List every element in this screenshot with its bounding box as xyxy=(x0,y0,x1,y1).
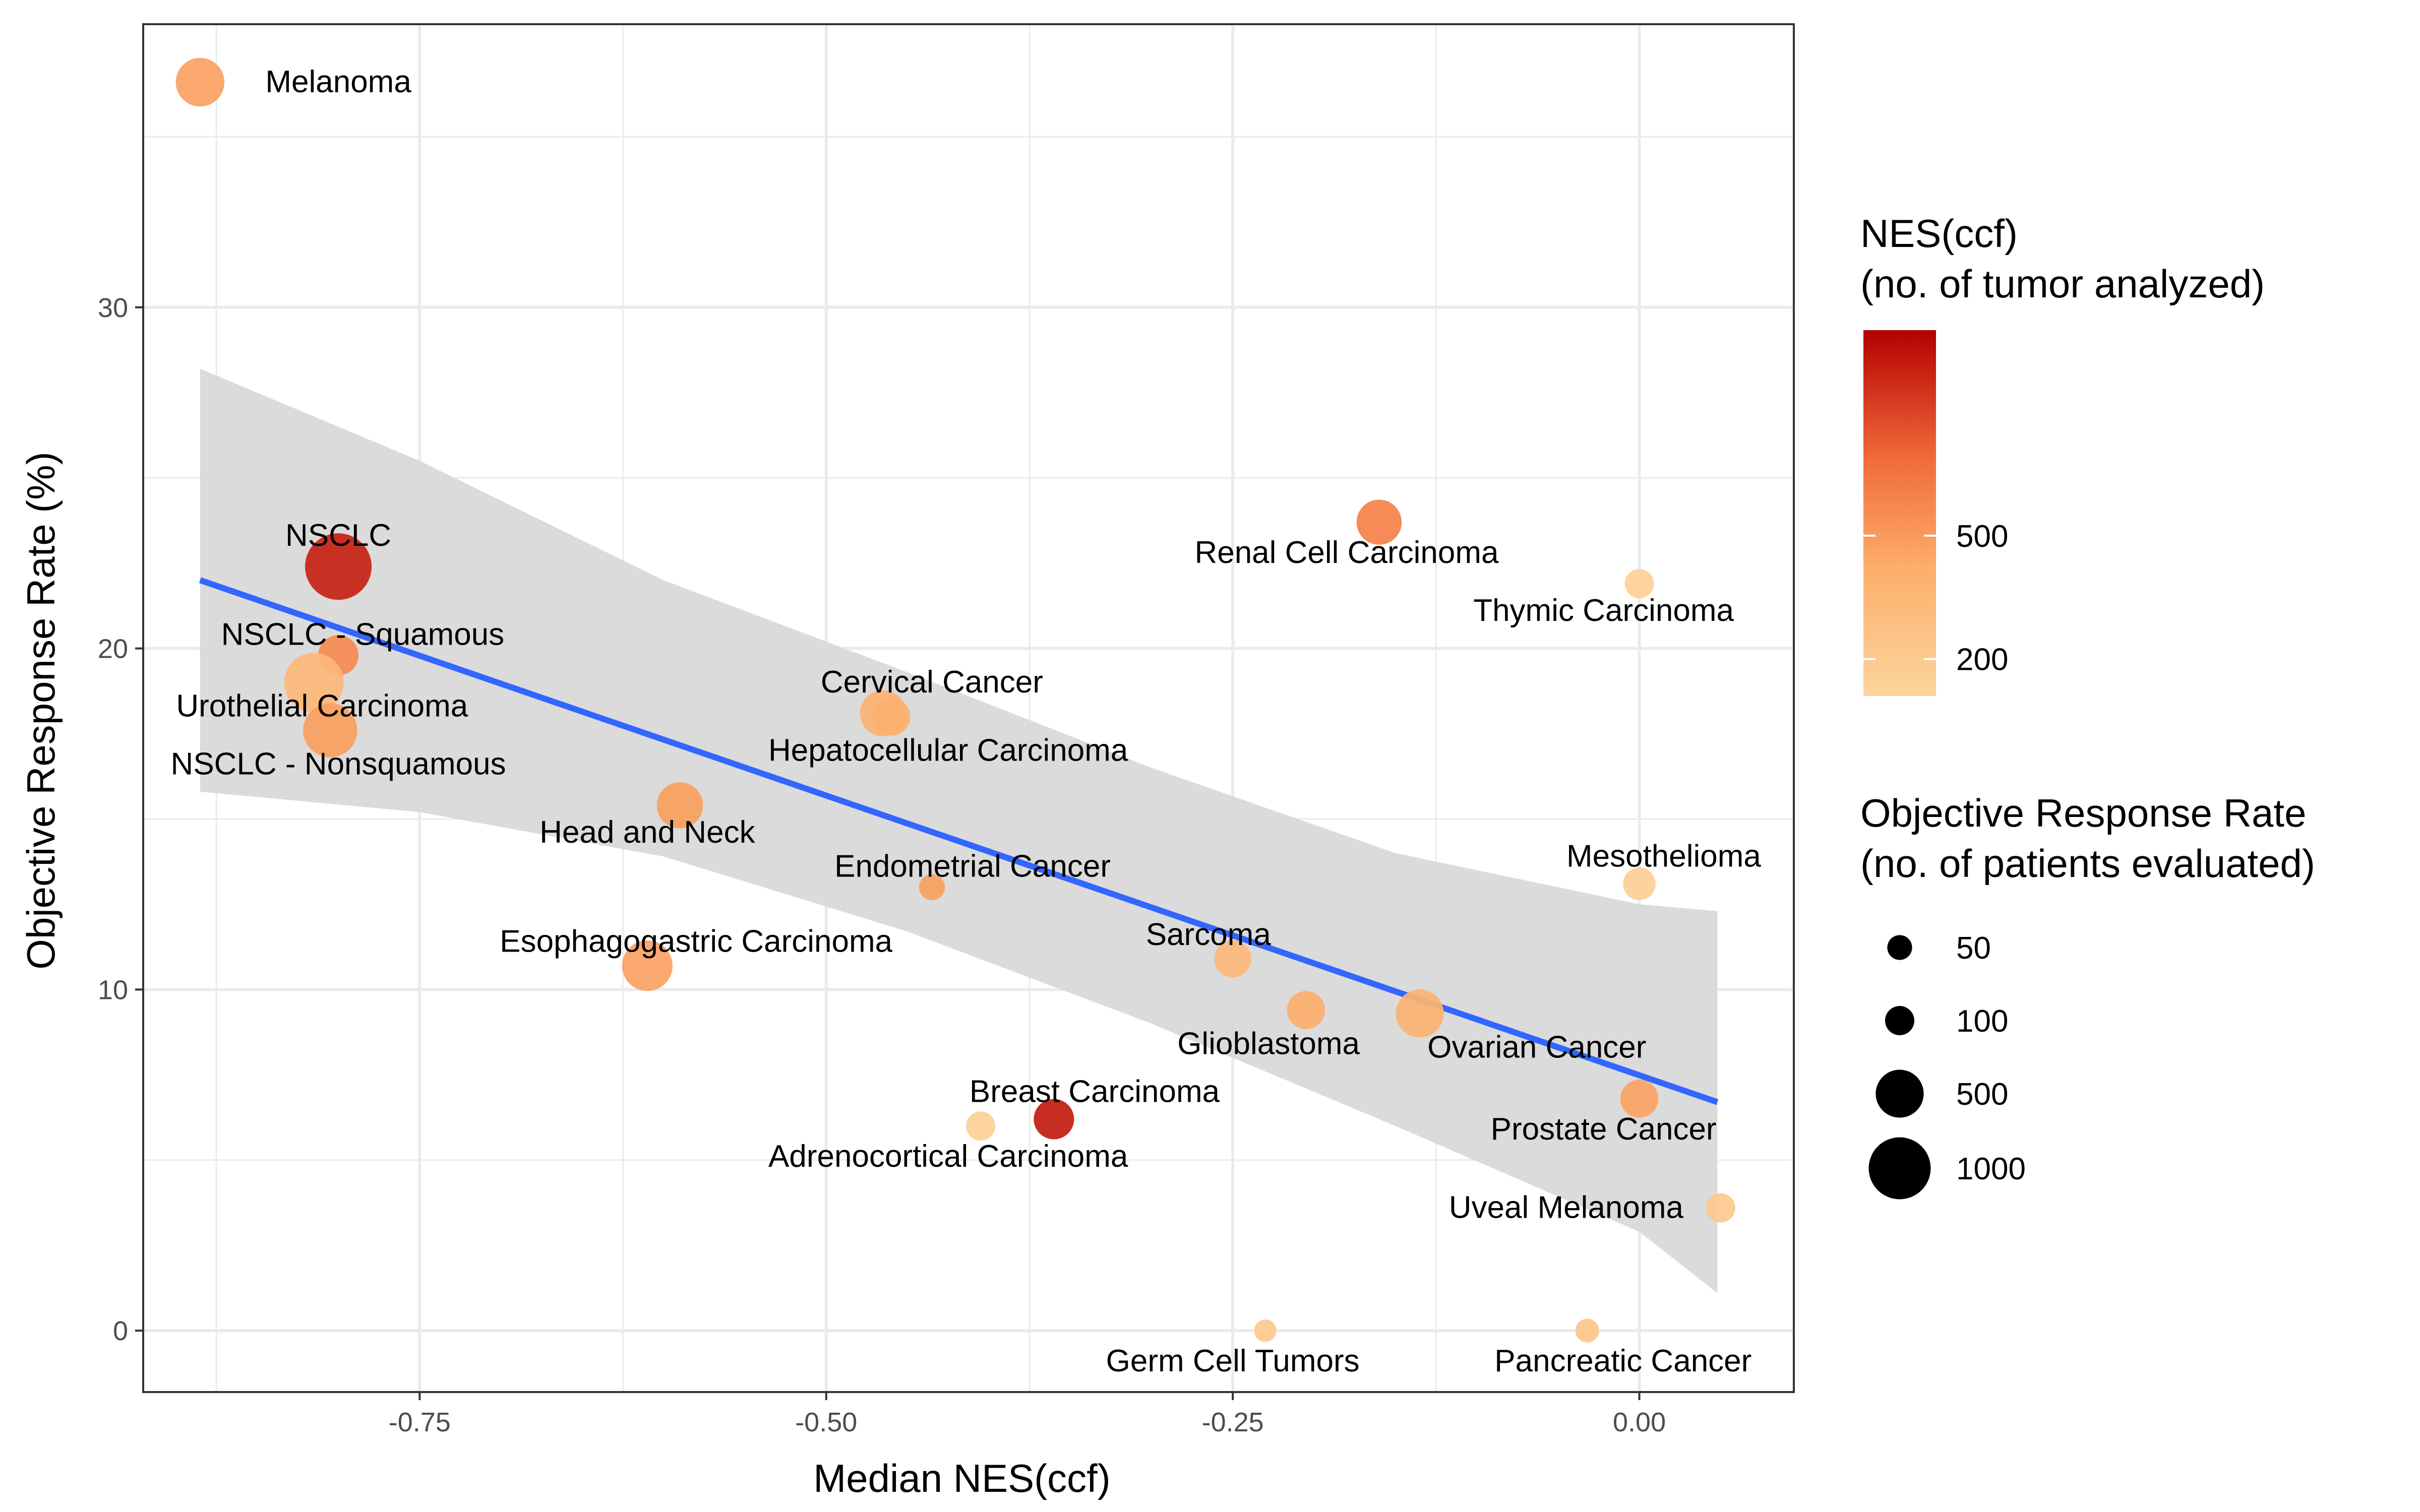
point-label-head-and-neck: Head and Neck xyxy=(539,815,755,850)
point-label-ovarian-cancer: Ovarian Cancer xyxy=(1427,1030,1646,1064)
color-legend-ticks: 500 200 xyxy=(1863,519,2008,677)
point-esophagogastric-carcinoma xyxy=(622,940,673,991)
point-label-sarcoma: Sarcoma xyxy=(1146,917,1272,952)
color-legend-tick-label: 200 xyxy=(1956,643,2008,677)
point-thymic-carcinoma xyxy=(1624,569,1654,598)
x-tick-label: -0.25 xyxy=(1202,1407,1264,1437)
point-label-breast-carcinoma: Breast Carcinoma xyxy=(970,1074,1220,1109)
point-ovarian-cancer xyxy=(1396,989,1444,1038)
point-label-urothelial-carcinoma: Urothelial Carcinoma xyxy=(176,689,468,724)
point-nsclc-nonsquamous xyxy=(303,703,357,758)
size-legend-items: 50 100 500 1000 xyxy=(1868,931,2026,1200)
size-legend-title-line-1: Objective Response Rate xyxy=(1860,791,2306,835)
point-label-cervical-cancer: Cervical Cancer xyxy=(821,665,1043,700)
x-tick-label: 0.00 xyxy=(1613,1407,1666,1437)
point-melanoma xyxy=(175,57,225,107)
point-germ-cell-tumors xyxy=(1254,1319,1277,1342)
y-tick-label: 30 xyxy=(98,293,128,323)
point-mesothelioma xyxy=(1623,867,1656,900)
y-tick-label: 0 xyxy=(113,1316,128,1346)
color-legend-title-line-2: (no. of tumor analyzed) xyxy=(1860,262,2265,306)
y-axis-title: Objective Response Rate (%) xyxy=(19,452,63,969)
point-label-germ-cell-tumors: Germ Cell Tumors xyxy=(1106,1344,1360,1378)
size-legend-circle xyxy=(1868,1137,1931,1200)
point-label-adrenocortical-carcinoma: Adrenocortical Carcinoma xyxy=(768,1139,1128,1174)
confidence-band-layer xyxy=(200,368,1718,1293)
point-label-nsclc-nonsquamous: NSCLC - Nonsquamous xyxy=(171,747,506,782)
size-legend-label: 50 xyxy=(1956,931,1991,966)
x-tick-label: -0.50 xyxy=(795,1407,857,1437)
point-label-mesothelioma: Mesothelioma xyxy=(1566,839,1761,873)
size-legend-circle xyxy=(1876,1069,1924,1118)
point-glioblastoma xyxy=(1287,991,1325,1029)
point-label-esophagogastric-carcinoma: Esophagogastric Carcinoma xyxy=(500,924,892,959)
point-prostate-cancer xyxy=(1620,1080,1659,1118)
point-uveal-melanoma xyxy=(1706,1193,1735,1223)
point-label-thymic-carcinoma: Thymic Carcinoma xyxy=(1473,593,1734,628)
color-legend-tick-label: 500 xyxy=(1956,519,2008,554)
y-tick-label: 10 xyxy=(98,975,128,1005)
points-layer xyxy=(175,57,1735,1343)
x-axis-title: Median NES(ccf) xyxy=(813,1456,1111,1500)
point-label-endometrial-cancer: Endometrial Cancer xyxy=(834,849,1111,884)
point-label-melanoma: Melanoma xyxy=(265,65,411,99)
point-labels-layer: Melanoma NSCLC NSCLC - Squamous Urothelial … xyxy=(171,65,1762,1378)
size-legend-label: 500 xyxy=(1956,1077,2008,1112)
point-nsclc xyxy=(305,533,372,600)
point-label-prostate-cancer: Prostate Cancer xyxy=(1491,1112,1717,1147)
point-hepatocellular-carcinoma xyxy=(872,698,911,736)
point-label-pancreatic-cancer: Pancreatic Cancer xyxy=(1494,1344,1751,1378)
color-legend: NES(ccf) (no. of tumor analyzed) 500 200 xyxy=(1860,211,2265,696)
point-breast-carcinoma xyxy=(1034,1099,1074,1140)
point-label-nsclc-squamous: NSCLC - Squamous xyxy=(221,617,505,652)
point-pancreatic-cancer xyxy=(1575,1318,1599,1343)
trend-line-layer xyxy=(199,577,1719,1105)
point-label-uveal-melanoma: Uveal Melanoma xyxy=(1449,1190,1684,1225)
point-adrenocortical-carcinoma xyxy=(966,1111,996,1141)
size-legend-label: 1000 xyxy=(1956,1152,2026,1186)
size-legend-title-line-2: (no. of patients evaluated) xyxy=(1860,841,2315,886)
point-renal-cell-carcinoma xyxy=(1356,499,1402,545)
color-legend-title-line-1: NES(ccf) xyxy=(1860,211,2018,256)
size-legend-label: 100 xyxy=(1956,1004,2008,1039)
x-tick-label: -0.75 xyxy=(389,1407,451,1437)
point-label-glioblastoma: Glioblastoma xyxy=(1177,1027,1360,1061)
y-tick-label: 20 xyxy=(98,634,128,664)
color-legend-bar xyxy=(1863,330,1936,696)
panel-border xyxy=(142,23,1795,1393)
size-legend-circle xyxy=(1885,1005,1915,1036)
point-label-hepatocellular-carcinoma: Hepatocellular Carcinoma xyxy=(768,733,1128,768)
trend-line xyxy=(199,577,1719,1105)
size-legend: Objective Response Rate (no. of patients… xyxy=(1860,791,2315,1200)
point-urothelial-carcinoma xyxy=(284,653,344,713)
point-head-and-neck xyxy=(656,782,703,829)
point-label-nsclc: NSCLC xyxy=(285,518,391,553)
point-sarcoma xyxy=(1214,940,1251,978)
point-label-renal-cell-carcinoma: Renal Cell Carcinoma xyxy=(1194,535,1499,570)
point-endometrial-cancer xyxy=(919,874,945,900)
axes-layer: -0.75 -0.50 -0.25 0.00 0 10 20 30 xyxy=(98,23,1795,1437)
size-legend-circle xyxy=(1887,935,1912,960)
confidence-band xyxy=(200,368,1718,1293)
